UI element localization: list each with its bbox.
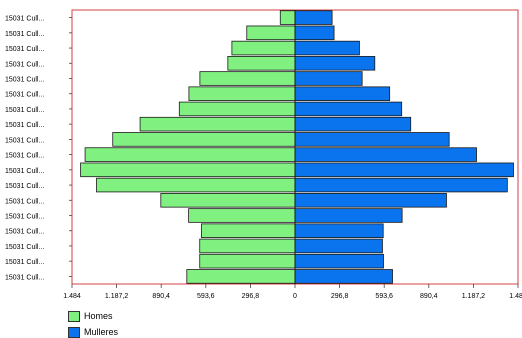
x-tick-label-2: 890,4 xyxy=(152,293,170,300)
x-tick-label-10: 1.484 xyxy=(509,293,522,300)
bar-homes-17 xyxy=(279,10,296,25)
bar-homes-3 xyxy=(200,223,296,238)
x-tick-label-5: 0 xyxy=(293,293,297,300)
bar-homes-0 xyxy=(186,269,296,284)
bar-mulleres-6 xyxy=(294,177,508,193)
y-tick-label-1: 15031 Cull... xyxy=(5,259,44,266)
bar-homes-14 xyxy=(227,56,296,71)
bar-mulleres-14 xyxy=(294,56,376,71)
y-tick-label-11: 15031 Cull... xyxy=(5,107,44,114)
bar-homes-12 xyxy=(188,86,296,101)
x-tick-label-0: 1.484 xyxy=(63,293,81,300)
y-tick-label-15: 15031 Cull... xyxy=(5,46,44,53)
bar-mulleres-16 xyxy=(294,25,335,41)
bar-homes-9 xyxy=(112,132,296,147)
bar-mulleres-12 xyxy=(294,86,391,101)
bar-homes-11 xyxy=(178,101,296,117)
x-tick-label-4: 296,8 xyxy=(242,293,260,300)
bar-homes-15 xyxy=(231,40,296,56)
bar-homes-1 xyxy=(199,253,296,269)
bar-mulleres-15 xyxy=(294,40,360,56)
bar-mulleres-13 xyxy=(294,71,363,86)
y-tick-label-10: 15031 Cull... xyxy=(5,122,44,129)
bar-mulleres-17 xyxy=(294,10,333,25)
bar-homes-16 xyxy=(246,25,296,41)
y-tick-label-2: 15031 Cull... xyxy=(5,244,44,251)
bar-homes-2 xyxy=(199,238,296,254)
x-tick-label-6: 296,8 xyxy=(331,293,349,300)
bar-mulleres-11 xyxy=(294,101,403,117)
y-tick-label-5: 15031 Cull... xyxy=(5,198,44,205)
legend-label-homes: Homes xyxy=(84,311,113,321)
x-tick-label-7: 593,6 xyxy=(375,293,393,300)
y-tick-label-14: 15031 Cull... xyxy=(5,61,44,68)
bar-mulleres-8 xyxy=(294,147,477,162)
bar-homes-7 xyxy=(80,162,296,178)
bar-homes-5 xyxy=(160,193,296,208)
bar-homes-8 xyxy=(84,147,296,162)
bar-mulleres-3 xyxy=(294,223,384,238)
bar-mulleres-7 xyxy=(294,162,514,178)
legend-label-mulleres: Mulleres xyxy=(84,327,119,337)
y-tick-label-16: 15031 Cull... xyxy=(5,31,44,38)
homes-swatch xyxy=(68,311,80,323)
y-tick-label-7: 15031 Cull... xyxy=(5,168,44,175)
bar-homes-13 xyxy=(199,71,296,86)
legend-item-mulleres: Mulleres xyxy=(68,327,118,338)
x-tick-label-8: 890,4 xyxy=(420,293,438,300)
bar-homes-4 xyxy=(188,208,296,223)
y-tick-label-3: 15031 Cull... xyxy=(5,229,44,236)
y-tick-label-17: 15031 Cull... xyxy=(5,16,44,23)
x-tick-label-1: 1.187,2 xyxy=(105,293,128,300)
bar-mulleres-1 xyxy=(294,253,384,269)
legend-item-homes: Homes xyxy=(68,311,113,323)
x-tick-label-3: 593,6 xyxy=(197,293,215,300)
y-tick-label-13: 15031 Cull... xyxy=(5,77,44,84)
y-tick-label-6: 15031 Cull... xyxy=(5,183,44,190)
x-tick-label-9: 1.187,2 xyxy=(462,293,485,300)
bar-mulleres-4 xyxy=(294,208,403,223)
bar-mulleres-5 xyxy=(294,193,447,208)
bar-mulleres-10 xyxy=(294,116,412,132)
mulleres-swatch xyxy=(68,327,80,338)
bar-homes-6 xyxy=(96,177,296,193)
y-tick-label-12: 15031 Cull... xyxy=(5,92,44,99)
bar-homes-10 xyxy=(139,116,296,132)
y-tick-label-0: 15031 Cull... xyxy=(5,274,44,281)
y-tick-label-9: 15031 Cull... xyxy=(5,137,44,144)
bar-mulleres-0 xyxy=(294,269,393,284)
y-tick-label-8: 15031 Cull... xyxy=(5,153,44,160)
bar-mulleres-9 xyxy=(294,132,450,147)
bar-mulleres-2 xyxy=(294,238,383,254)
y-tick-label-4: 15031 Cull... xyxy=(5,214,44,221)
